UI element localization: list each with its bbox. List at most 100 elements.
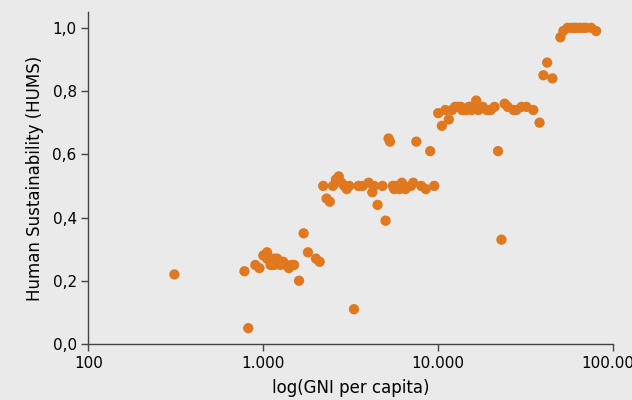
Point xyxy=(496,236,506,243)
Point xyxy=(372,202,382,208)
Point xyxy=(334,173,344,180)
Point xyxy=(318,183,328,189)
Point xyxy=(298,230,308,236)
Point xyxy=(385,138,395,145)
Point xyxy=(339,183,349,189)
Point xyxy=(377,183,387,189)
Point xyxy=(471,97,482,104)
Point xyxy=(457,107,467,113)
Point xyxy=(325,198,335,205)
Point xyxy=(500,100,510,107)
Point xyxy=(581,25,591,31)
Point xyxy=(476,104,486,110)
Point xyxy=(411,138,422,145)
Point xyxy=(294,278,304,284)
Point xyxy=(284,265,294,271)
Point xyxy=(250,262,260,268)
Point xyxy=(579,25,589,31)
Point xyxy=(516,104,526,110)
Point xyxy=(447,107,457,113)
Point xyxy=(389,186,399,192)
Point xyxy=(528,107,538,113)
Point xyxy=(322,195,332,202)
Point xyxy=(311,256,321,262)
Point xyxy=(509,107,519,113)
Point xyxy=(240,268,250,274)
Point xyxy=(586,25,596,31)
Point xyxy=(464,104,474,110)
Point xyxy=(399,183,410,189)
Point xyxy=(369,183,379,189)
Point xyxy=(384,135,394,142)
Point xyxy=(349,306,359,312)
Point xyxy=(416,183,427,189)
Point xyxy=(484,107,494,113)
Point xyxy=(558,28,568,34)
Point xyxy=(502,104,513,110)
Point xyxy=(521,104,532,110)
Point xyxy=(408,180,418,186)
Point xyxy=(303,249,313,256)
Point xyxy=(429,183,439,189)
Point xyxy=(469,104,479,110)
Point xyxy=(453,104,463,110)
Point xyxy=(275,262,285,268)
Point xyxy=(401,186,411,192)
Point xyxy=(489,104,499,110)
Point xyxy=(572,25,582,31)
Point xyxy=(394,186,404,192)
Point xyxy=(358,183,368,189)
Point xyxy=(465,104,475,110)
Point xyxy=(380,218,391,224)
Point xyxy=(486,107,496,113)
Point xyxy=(478,104,488,110)
Point xyxy=(258,252,269,259)
Point xyxy=(425,148,435,154)
Point xyxy=(535,120,545,126)
Point xyxy=(493,148,503,154)
Point xyxy=(482,107,492,113)
Point xyxy=(328,183,338,189)
Point xyxy=(363,180,374,186)
Y-axis label: Human Sustainability (HUMS): Human Sustainability (HUMS) xyxy=(26,55,44,301)
Point xyxy=(433,110,443,116)
Point xyxy=(542,59,552,66)
Point xyxy=(444,116,454,123)
Point xyxy=(331,176,341,183)
Point xyxy=(353,183,363,189)
Point xyxy=(243,325,253,331)
Point xyxy=(466,107,477,113)
Point xyxy=(269,262,279,268)
Point xyxy=(169,271,179,278)
Point xyxy=(265,262,276,268)
Point xyxy=(562,25,573,31)
Point xyxy=(265,258,276,265)
Point xyxy=(269,256,279,262)
Point xyxy=(342,186,352,192)
Point xyxy=(459,107,469,113)
Point xyxy=(255,265,265,271)
Point xyxy=(281,262,291,268)
Point xyxy=(575,25,585,31)
Point xyxy=(336,180,346,186)
Point xyxy=(262,256,272,262)
Point xyxy=(511,107,521,113)
Point xyxy=(367,189,377,196)
Point xyxy=(406,183,416,189)
Point xyxy=(456,104,466,110)
Point xyxy=(344,183,355,189)
Point xyxy=(473,107,483,113)
Point xyxy=(538,72,549,78)
Point xyxy=(262,249,272,256)
Point xyxy=(421,186,431,192)
Point xyxy=(441,107,451,113)
Point xyxy=(461,107,471,113)
Point xyxy=(272,256,283,262)
Point xyxy=(278,258,288,265)
Point xyxy=(437,123,447,129)
Point xyxy=(556,34,566,40)
Point xyxy=(397,180,407,186)
Point xyxy=(391,183,401,189)
Point xyxy=(286,262,296,268)
Point xyxy=(289,262,299,268)
